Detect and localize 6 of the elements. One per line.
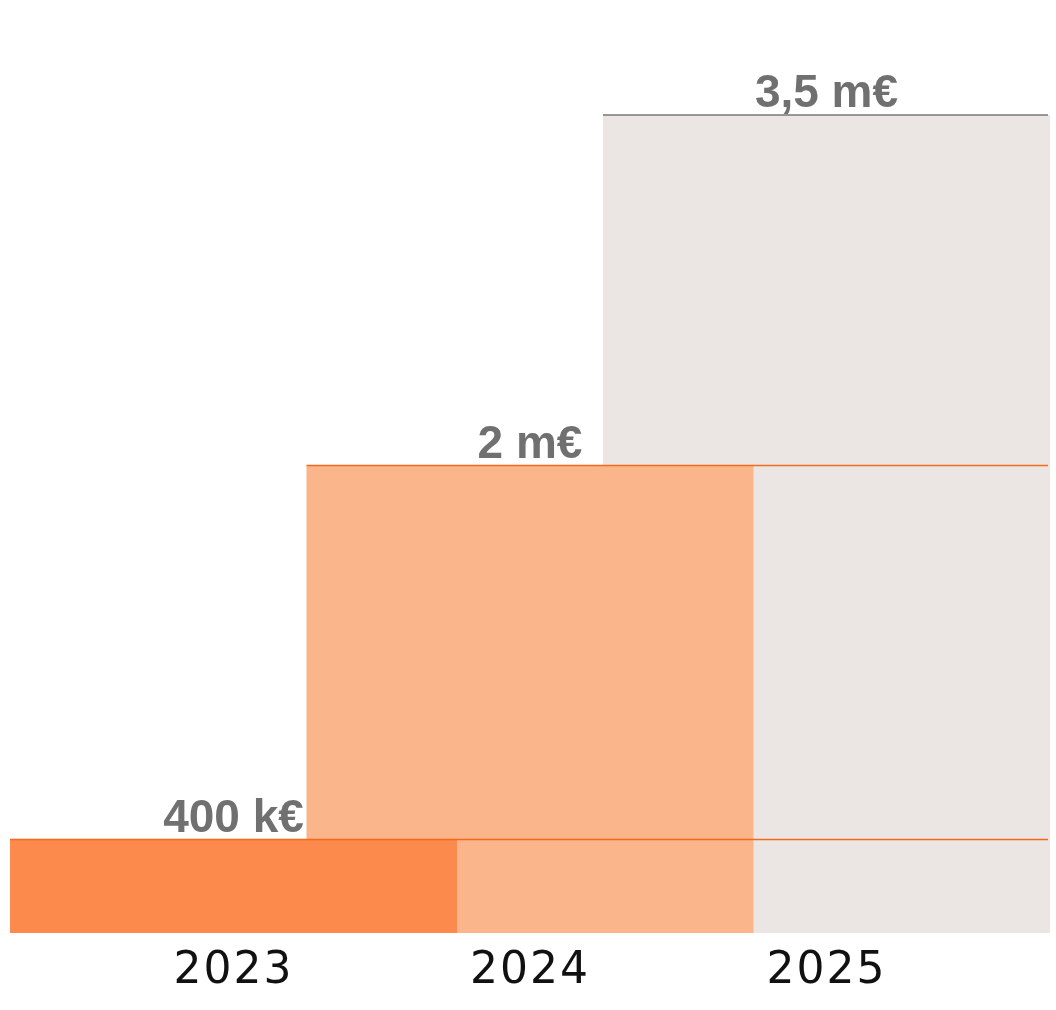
- data-label: 3,5 m€: [754, 65, 899, 117]
- x-tick-label: 2024: [470, 942, 590, 993]
- data-label: 2 m€: [477, 415, 583, 468]
- x-tick-label: 2025: [766, 942, 887, 993]
- x-tick-label: 2023: [173, 942, 294, 993]
- data-label: 400 k€: [163, 789, 304, 842]
